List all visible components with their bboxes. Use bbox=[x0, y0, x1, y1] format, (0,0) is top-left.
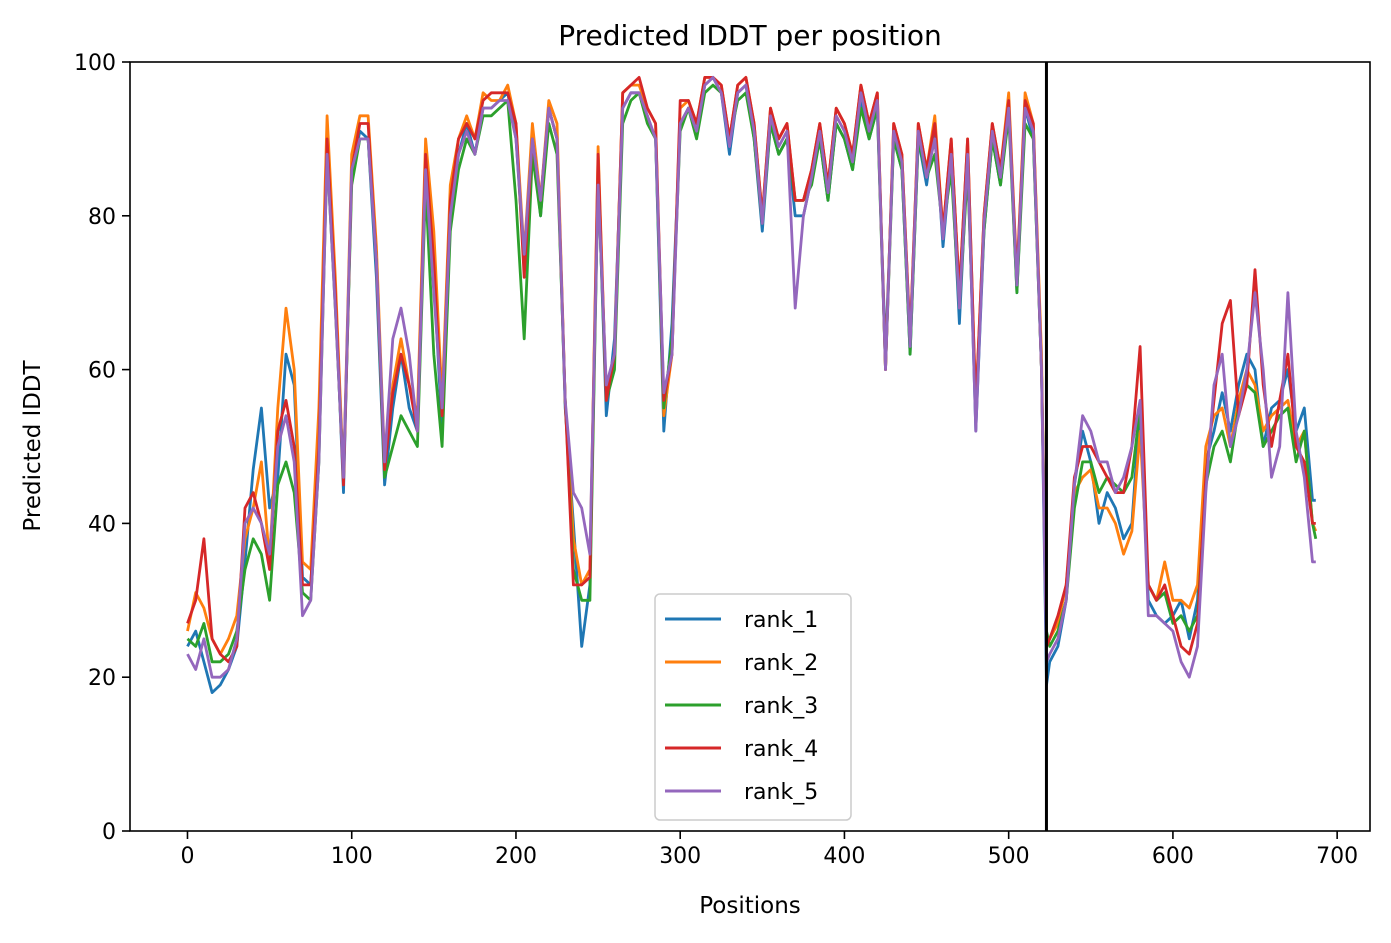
x-tick-label: 200 bbox=[495, 844, 537, 869]
chart-title: Predicted lDDT per position bbox=[558, 19, 942, 52]
x-tick-label: 600 bbox=[1152, 844, 1194, 869]
legend-label-rank_4: rank_4 bbox=[744, 737, 818, 762]
x-tick-label: 500 bbox=[988, 844, 1030, 869]
series-line-rank_5 bbox=[186, 76, 1316, 679]
legend-label-rank_5: rank_5 bbox=[744, 780, 818, 805]
legend-box bbox=[654, 593, 852, 821]
y-tick-label: 20 bbox=[88, 666, 116, 691]
legend-label-rank_3: rank_3 bbox=[744, 694, 818, 719]
x-tick-label: 0 bbox=[180, 844, 194, 869]
x-tick-label: 700 bbox=[1316, 844, 1358, 869]
axes-frame bbox=[129, 61, 1371, 832]
legend-label-rank_1: rank_1 bbox=[744, 608, 818, 633]
y-tick-label: 40 bbox=[88, 512, 116, 537]
y-tick-label: 60 bbox=[88, 359, 116, 384]
y-tick-label: 100 bbox=[74, 51, 116, 76]
legend-label-rank_2: rank_2 bbox=[744, 651, 818, 676]
x-tick-label: 400 bbox=[823, 844, 865, 869]
y-tick-label: 0 bbox=[102, 820, 116, 845]
x-axis-label: Positions bbox=[699, 893, 801, 919]
x-tick-label: 100 bbox=[331, 844, 373, 869]
plot-area bbox=[186, 62, 1318, 831]
x-tick-label: 300 bbox=[659, 844, 701, 869]
y-tick-label: 80 bbox=[88, 205, 116, 230]
legend: rank_1 rank_2 rank_3 rank_4 rank_5 bbox=[654, 593, 852, 821]
axes: 0 100 200 300 400 500 600 700 0 20 40 60 80 100 bbox=[74, 51, 1371, 869]
y-axis-label: Predicted lDDT bbox=[20, 359, 46, 531]
